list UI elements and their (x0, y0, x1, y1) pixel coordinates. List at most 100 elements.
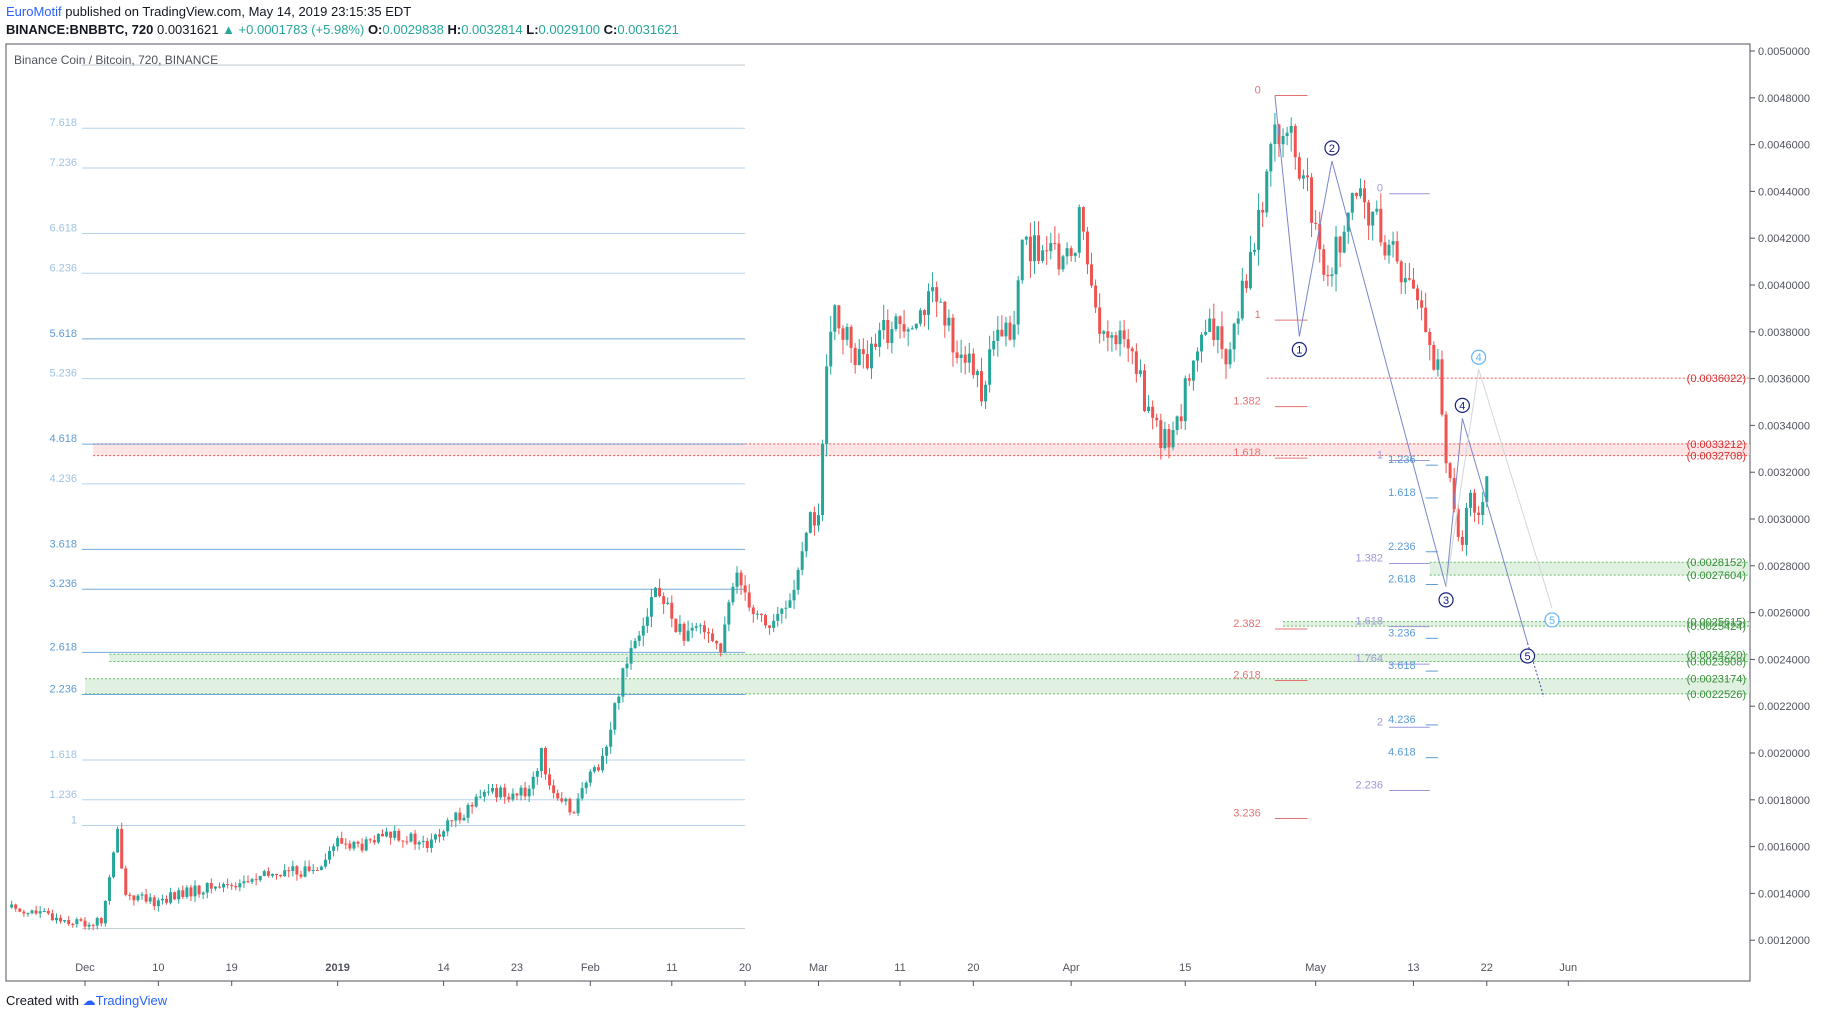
candle-body (548, 774, 552, 786)
candle-body (837, 305, 841, 329)
candle-body (1102, 331, 1106, 334)
candle-body (1065, 248, 1069, 257)
candle-body (645, 616, 649, 626)
fib-purple-label: 2.236 (1355, 779, 1383, 791)
footer-created: Created with (6, 993, 79, 1008)
candle-body (67, 920, 71, 924)
zone-price-label: (0.0025615) (1687, 617, 1746, 629)
candle-body (234, 885, 238, 888)
candle-body (116, 828, 120, 853)
candle-body (1407, 278, 1411, 280)
candle-body (197, 885, 201, 895)
candle-body (984, 384, 988, 402)
candle-body (821, 443, 825, 516)
candle-body (1428, 332, 1432, 345)
candle-body (715, 640, 719, 644)
candle-body (584, 782, 588, 789)
price-zone (1283, 621, 1750, 627)
candle-body (1269, 144, 1273, 172)
tradingview-brand[interactable]: TradingView (95, 993, 168, 1008)
candle-body (869, 343, 873, 369)
publish-info: EuroMotif published on TradingView.com, … (6, 4, 411, 19)
candle-body (776, 613, 780, 621)
candle-body (1436, 359, 1440, 370)
candle-body (344, 843, 348, 845)
candle-body (764, 615, 768, 626)
candle-body (1379, 208, 1383, 243)
candle-body (1273, 124, 1277, 145)
candle-body (922, 310, 926, 315)
fib-level-label: 4.618 (49, 433, 77, 445)
candle-body (222, 884, 226, 888)
y-tick-label: 0.0012000 (1758, 935, 1810, 947)
candle-body (442, 831, 446, 837)
candle-body (1403, 278, 1407, 283)
high-label: H: (447, 22, 462, 37)
tradingview-logo-icon[interactable]: ☁ (82, 993, 96, 1008)
candle-body (1460, 536, 1464, 545)
x-tick-label: 13 (1407, 962, 1419, 974)
candle-body (152, 897, 156, 907)
author-link[interactable]: EuroMotif (6, 4, 62, 19)
candle-body (136, 895, 140, 901)
fib-level-label: 5.618 (49, 328, 77, 340)
candle-body (1138, 370, 1142, 374)
candle-body (780, 608, 784, 614)
zone-price-label: (0.0024220) (1687, 649, 1746, 661)
y-tick-label: 0.0042000 (1758, 233, 1810, 245)
candle-body (1383, 242, 1387, 256)
candle-body (486, 791, 490, 793)
candle-body (1265, 171, 1269, 213)
candle-body (42, 910, 46, 912)
candle-body (413, 833, 417, 845)
x-tick-label: 15 (1179, 962, 1191, 974)
candle-body (71, 923, 75, 925)
wave-label-dark: 1 (1296, 344, 1302, 356)
x-tick-label: 11 (894, 962, 905, 974)
candle-body (906, 329, 910, 332)
candle-body (1432, 344, 1436, 370)
candle-body (1114, 335, 1118, 345)
candle-body (91, 924, 95, 926)
candle-body (124, 868, 128, 895)
candle-body (385, 831, 389, 837)
candle-body (568, 798, 572, 813)
candle-body (352, 841, 356, 849)
wave-path-dark (1274, 95, 1529, 644)
x-tick-label: Apr (1063, 962, 1080, 974)
candle-body (861, 349, 865, 355)
close-value: 0.0031621 (617, 22, 679, 37)
x-tick-label: 20 (739, 962, 751, 974)
candle-body (918, 310, 922, 324)
fib-red-label: 2.382 (1233, 618, 1261, 630)
candle-body (1477, 512, 1481, 515)
open-value: 0.0029838 (382, 22, 444, 37)
candle-body (588, 771, 592, 783)
candle-body (1143, 370, 1146, 412)
candle-body (266, 871, 270, 876)
candle-body (438, 834, 442, 837)
candle-body (26, 913, 30, 915)
candle-body (1293, 126, 1297, 158)
candle-body (1440, 359, 1444, 415)
candle-body (368, 839, 372, 841)
candle-body (531, 776, 535, 789)
candle-body (1212, 318, 1216, 341)
candle-body (641, 625, 645, 636)
candle-body (686, 630, 690, 641)
candle-body (865, 354, 869, 369)
fib-blue-right-label: 2.236 (1388, 541, 1416, 553)
x-tick-label: 22 (1481, 962, 1493, 974)
candle-body (405, 841, 409, 843)
candle-body (409, 833, 413, 842)
chart-frame (5, 43, 1751, 982)
candle-body (829, 331, 833, 367)
candle-body (54, 917, 58, 921)
candle-body (1179, 416, 1183, 422)
candle-body (1032, 235, 1036, 262)
candle-body (1175, 416, 1179, 431)
candle-body (507, 796, 511, 800)
candle-body (759, 613, 763, 616)
candle-body (1240, 280, 1244, 319)
